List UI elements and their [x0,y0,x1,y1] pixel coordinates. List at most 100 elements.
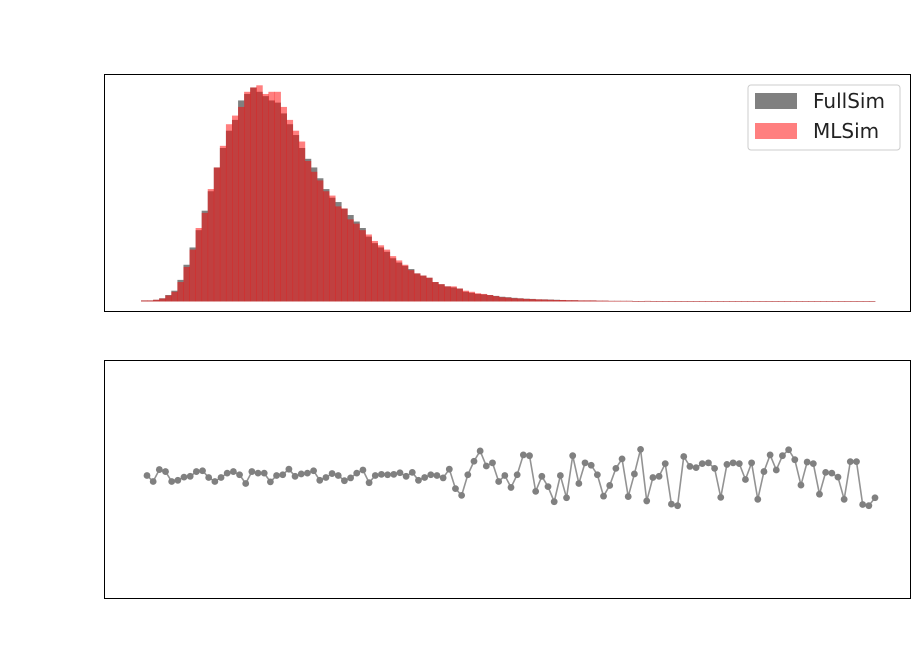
ratio-point [871,494,879,502]
histogram-bar-mlsim [225,124,233,302]
ratio-point [470,457,478,465]
histogram-bar-mlsim [177,282,184,302]
histogram-bar-mlsim [674,301,682,302]
ratio-point [760,468,768,475]
histogram-bar-mlsim [759,301,767,302]
ratio-point [729,459,737,467]
histogram-bar-mlsim [741,301,749,302]
ratio-point [717,493,725,501]
legend: FullSim MLSim [747,84,901,151]
histogram-bar-mlsim [383,249,391,302]
ratio-point [563,494,570,502]
histogram-bar-mlsim [183,266,190,302]
histogram-panel: FullSim MLSim [104,74,911,312]
histogram-bar-mlsim [450,286,457,302]
legend-label-mlsim: MLSim [813,119,879,143]
histogram-bar-mlsim [280,106,287,302]
ratio-point [143,472,151,479]
ratio-point [304,469,311,477]
histogram-bar-mlsim [413,273,421,302]
ratio-point [266,478,274,486]
histogram-bar-mlsim [292,130,300,302]
histogram-bar-mlsim [468,291,476,302]
ratio-point [365,479,373,487]
histogram-bar-mlsim [365,234,372,302]
ratio-point [260,469,268,477]
ratio-point [569,452,577,460]
histogram-bar-mlsim [250,87,257,302]
ratio-point [779,452,786,460]
ratio-point [630,470,638,478]
ratio-point [334,472,342,479]
ratio-point [822,468,830,476]
histogram-bar-mlsim [171,291,178,302]
histogram-bar-mlsim [693,301,700,302]
histogram-bar-mlsim [832,301,840,302]
ratio-point [371,472,379,479]
ratio-point [606,482,614,489]
histogram-bar-mlsim [808,301,815,302]
histogram-bar-mlsim [826,301,833,302]
histogram-bar-mlsim [407,270,415,302]
ratio-point [180,473,188,481]
histogram-bar-mlsim [316,180,324,302]
ratio-point [464,471,472,479]
ratio-point [390,470,398,478]
ratio-point [859,501,867,508]
histogram-bar-mlsim [656,301,664,302]
ratio-point [155,466,163,473]
ratio-point [735,460,743,468]
ratio-point [600,492,607,500]
histogram-bar-mlsim [304,160,312,302]
histogram-bar-mlsim [262,93,269,302]
histogram-bar-mlsim [523,298,530,302]
histogram-bar-mlsim [207,189,215,302]
histogram-bar-mlsim [632,301,639,302]
ratio-point [408,468,416,476]
ratio-point [865,502,873,510]
ratio-series [143,445,879,510]
histogram-bar-mlsim [438,284,445,302]
ratio-point [279,471,287,479]
histogram-bar-mlsim [862,301,870,302]
histogram-bar-mlsim [420,275,427,302]
histogram-bar-mlsim [310,171,318,302]
histogram-bar-mlsim [335,206,342,302]
histogram-frame [104,74,911,312]
histogram-bar-mlsim [426,277,433,302]
ratio-point [328,470,336,477]
ratio-frame [104,360,911,599]
histogram-bar-mlsim [796,301,803,302]
legend-item-mlsim: MLSim [755,119,879,143]
ratio-point [341,477,348,485]
histogram-bar-mlsim [620,300,627,302]
histogram-bar-mlsim [784,301,791,302]
histogram-bar-mlsim [583,300,591,302]
ratio-point [458,491,466,499]
legend-label-fullsim: FullSim [813,89,885,113]
ratio-point [223,469,231,477]
ratio-point [661,460,669,468]
histogram-bar-mlsim [389,256,397,302]
ratio-point [834,473,842,481]
histogram-bar-mlsim [595,300,603,302]
histogram-bar-mlsim [838,301,846,302]
histogram-bar-mlsim [256,85,263,302]
histogram-bar-mlsim [686,301,694,302]
ratio-point [242,480,250,487]
histogram-bar-mlsim [492,296,500,302]
histogram-bar-mlsim [504,297,512,302]
ratio-point [285,465,293,473]
ratio-point [723,461,731,468]
histogram-bar-mlsim [213,167,221,302]
ratio-point [445,465,453,473]
ratio-point [501,472,509,479]
histogram-bar-mlsim [432,282,439,302]
histogram-bar-mlsim [662,301,670,302]
histogram-bar-mlsim [244,91,251,302]
histogram-bar-mlsim [165,295,172,302]
ratio-point [316,476,324,484]
ratio-point [347,474,354,482]
histogram-bar-mlsim [747,301,755,302]
